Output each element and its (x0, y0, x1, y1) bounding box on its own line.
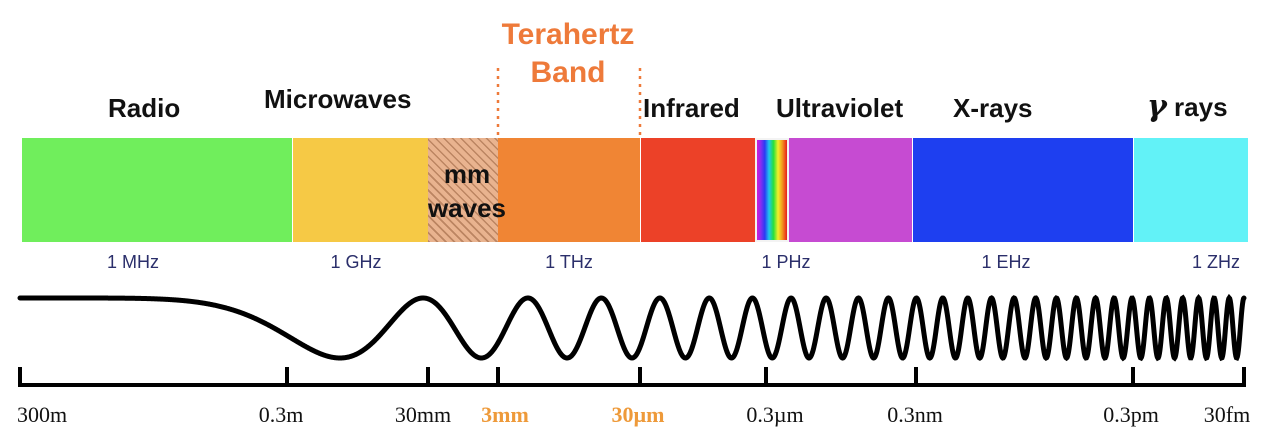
wavelength-label-3mm: 3mm (481, 402, 529, 427)
gamma-symbol: γ (1147, 89, 1167, 124)
label-terahertz-line1: Terahertz (501, 18, 635, 51)
label-mm-waves: mm waves (407, 157, 527, 225)
wavelength-label-30um: 30µm (611, 402, 665, 427)
segment-terahertz (498, 138, 640, 242)
label-microwaves: Microwaves (264, 84, 412, 114)
wavelength-label-30mm: 30mm (394, 402, 452, 427)
axis-ticks (18, 367, 1246, 387)
label-xrays: X-rays (953, 93, 1033, 123)
segment-radio (22, 138, 292, 242)
wavelength-wave (17, 293, 1247, 362)
wavelength-label-300m: 300m (16, 402, 68, 427)
wavelength-label-0-3nm: 0.3nm (887, 402, 943, 427)
freq-label-1mhz: 1 MHz (106, 252, 160, 272)
wavelength-label-30fm: 30fm (1203, 402, 1251, 427)
wavelength-label-0-3pm: 0.3pm (1103, 402, 1159, 427)
label-ultraviolet: Ultraviolet (776, 93, 904, 123)
label-infrared: Infrared (643, 93, 740, 123)
wavelength-label-0-3m: 0.3m (258, 402, 304, 427)
label-gamma-rays: γ rays (1147, 92, 1228, 122)
label-radio: Radio (108, 93, 181, 123)
label-terahertz-band: Terahertz Band (468, 16, 668, 92)
wavelength-label-0-3um: 0.3µm (746, 402, 804, 427)
freq-label-1thz: 1 THz (545, 252, 593, 272)
label-terahertz-line2: Band (530, 56, 606, 89)
label-mm-line2: waves (427, 193, 507, 223)
segment-microwaves (292, 138, 429, 242)
segment-mm-waves (428, 138, 498, 242)
segment-xrays (912, 138, 1134, 242)
label-mm-line1: mm (443, 159, 491, 189)
segment-visible-spectrum (755, 138, 789, 242)
freq-label-1ehz: 1 EHz (981, 252, 1031, 272)
segment-gamma-rays (1133, 138, 1248, 242)
gamma-word: rays (1174, 92, 1228, 122)
segment-infrared (640, 138, 756, 242)
freq-label-1phz: 1 PHz (761, 252, 811, 272)
segment-ultraviolet (789, 138, 912, 242)
freq-label-1ghz: 1 GHz (330, 252, 382, 272)
freq-label-1zhz: 1 ZHz (1191, 252, 1241, 272)
